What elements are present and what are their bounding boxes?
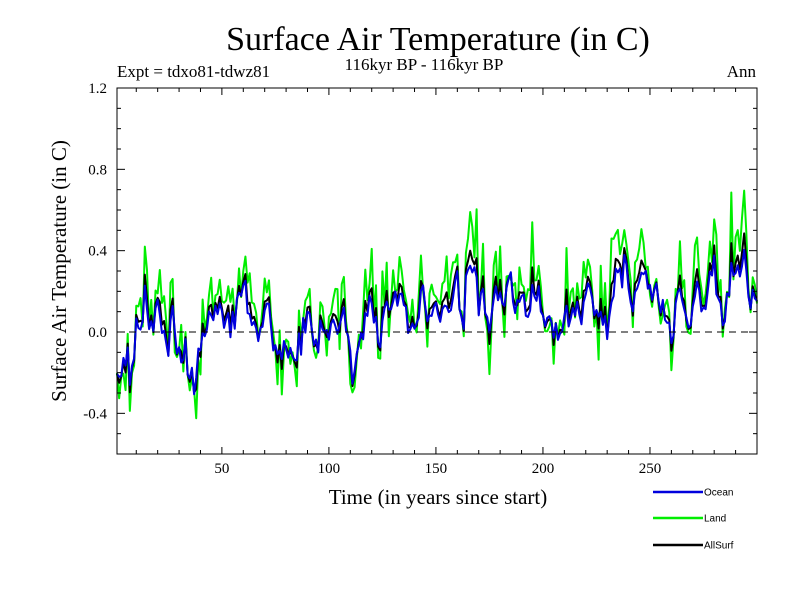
- series-line-ocean: [116, 248, 758, 396]
- x-tick-label: 250: [639, 461, 662, 477]
- legend-label-ocean: Ocean: [704, 488, 733, 499]
- y-tick-label: 0.8: [88, 162, 107, 178]
- x-tick-label: 150: [425, 461, 448, 477]
- y-tick-label: 1.2: [88, 81, 107, 97]
- x-axis: 50 100 150 200 250: [135, 88, 737, 477]
- y-tick-label: 0.0: [88, 325, 107, 341]
- plot-frame: [116, 87, 758, 455]
- x-tick-label: 200: [532, 461, 555, 477]
- experiment-label: Expt = tdxo81-tdwz81: [117, 62, 270, 81]
- y-axis: -0.4 0.0 0.4 0.8 1.2: [83, 81, 757, 455]
- series-line-land: [116, 189, 758, 420]
- x-tick-label: 50: [214, 461, 229, 477]
- period-label: 116kyr BP - 116kyr BP: [345, 55, 504, 74]
- y-tick-label: 0.4: [88, 244, 107, 260]
- y-axis-label: Surface Air Temperature (in C): [47, 140, 71, 402]
- x-axis-label: Time (in years since start): [329, 485, 548, 509]
- x-tick-label: 100: [318, 461, 341, 477]
- season-label: Ann: [727, 62, 757, 81]
- y-tick-label: -0.4: [83, 406, 107, 422]
- legend-label-land: Land: [704, 514, 726, 525]
- series-layer: [116, 189, 758, 420]
- legend-label-allsurf: AllSurf: [704, 541, 734, 552]
- chart-title: Surface Air Temperature (in C): [226, 21, 650, 58]
- legend: Ocean Land AllSurf: [653, 488, 734, 552]
